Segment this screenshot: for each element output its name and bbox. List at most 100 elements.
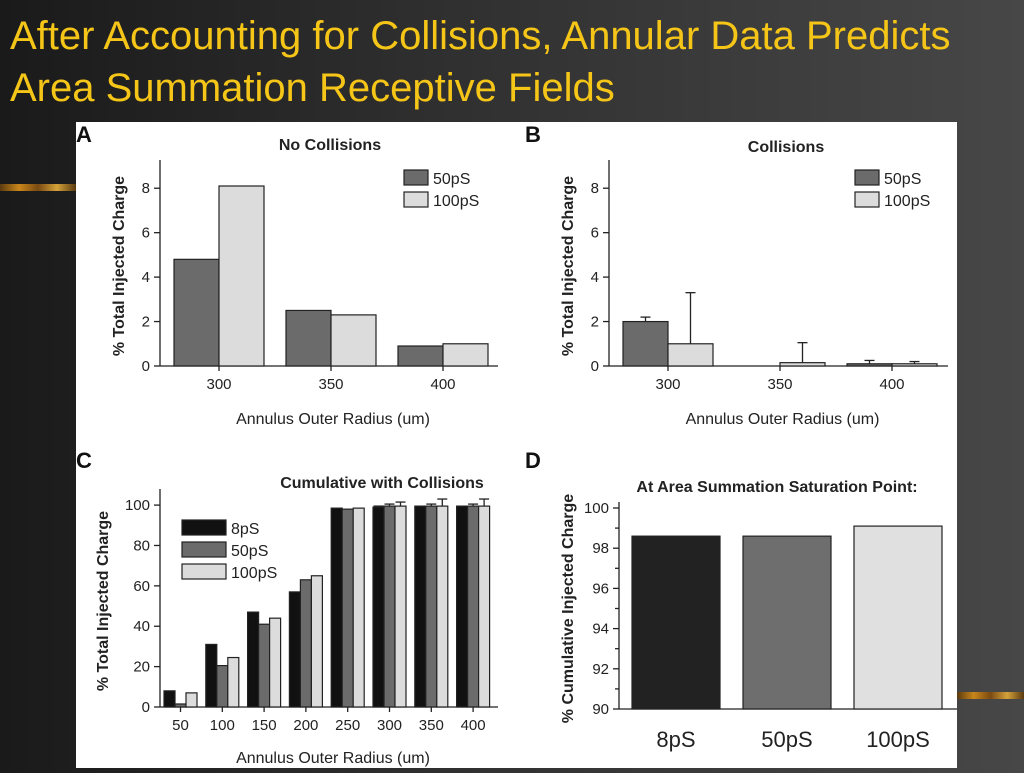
bar-c-8ps-400 xyxy=(456,505,469,708)
x-tick-label: 400 xyxy=(430,376,455,393)
panel-a-no-collisions: A No Collisions 0 2 4 6 8 % Total Injected Char… xyxy=(76,122,498,428)
x-tick-label: 8pS xyxy=(656,727,695,752)
y-tick-label: 0 xyxy=(142,358,150,375)
y-tick-label: 40 xyxy=(133,618,150,635)
y-tick-label: 4 xyxy=(142,269,150,286)
x-tick-label: 50 xyxy=(172,717,189,734)
x-tick-label: 350 xyxy=(767,376,792,393)
y-tick-label: 4 xyxy=(591,269,599,286)
y-axis-label: % Total Injected Charge xyxy=(95,511,112,691)
x-tick-label: 400 xyxy=(461,717,486,734)
y-tick-label: 60 xyxy=(133,578,150,595)
x-tick-label: 350 xyxy=(318,376,343,393)
panel-letter: D xyxy=(525,448,541,473)
bar-a-100ps-350 xyxy=(330,314,377,367)
decorative-stripe-left xyxy=(0,184,76,191)
bar-c-100ps-350 xyxy=(436,505,449,708)
legend-label-50ps: 50pS xyxy=(884,171,921,188)
bar-b-50ps-400 xyxy=(846,363,893,367)
y-tick-label: 2 xyxy=(142,314,150,331)
y-tick-label: 0 xyxy=(142,699,150,716)
slide-title: After Accounting for Collisions, Annular… xyxy=(10,14,951,110)
x-tick-label: 350 xyxy=(419,717,444,734)
y-tick-label: 92 xyxy=(592,661,609,678)
legend-label-50ps: 50pS xyxy=(433,171,470,188)
chart-title: No Collisions xyxy=(279,137,381,154)
x-tick-label: 150 xyxy=(252,717,277,734)
x-tick-label: 400 xyxy=(879,376,904,393)
bar-a-100ps-400 xyxy=(442,343,489,367)
panel-letter: B xyxy=(525,122,541,147)
bar-c-8ps-200 xyxy=(288,591,301,708)
legend-label-100ps: 100pS xyxy=(884,193,930,210)
legend-swatch-100ps xyxy=(854,191,880,208)
y-tick-label: 90 xyxy=(592,701,609,718)
bar-b-100ps-400 xyxy=(891,363,938,367)
x-tick-label: 300 xyxy=(206,376,231,393)
bar-c-8ps-250 xyxy=(330,507,343,708)
y-tick-label: 0 xyxy=(591,358,599,375)
legend-swatch-100ps xyxy=(181,563,227,580)
bar-a-50ps-300 xyxy=(173,258,220,367)
y-tick-label: 2 xyxy=(591,314,599,331)
bar-b-100ps-350 xyxy=(779,362,826,367)
bar-c-50ps-250 xyxy=(341,508,354,708)
bar-b-100ps-300 xyxy=(667,343,714,367)
bar-c-50ps-350 xyxy=(425,505,438,708)
bar-c-50ps-300 xyxy=(383,505,396,708)
panel-c-cumulative: C Cumulative with Collisions 0 20 40 60 80 100%… xyxy=(76,448,498,767)
chart-title: Cumulative with Collisions xyxy=(280,475,484,492)
y-tick-label: 6 xyxy=(142,225,150,242)
x-axis-label: Annulus Outer Radius (um) xyxy=(686,411,880,428)
chart-title: Collisions xyxy=(748,139,825,156)
x-tick-label: 200 xyxy=(293,717,318,734)
panel-letter: A xyxy=(76,122,92,147)
bar-c-50ps-150 xyxy=(258,623,271,708)
bar-c-50ps-100 xyxy=(216,665,229,708)
bar-a-50ps-400 xyxy=(397,345,444,367)
bar-c-100ps-150 xyxy=(269,617,282,708)
bar-c-50ps-50 xyxy=(174,703,187,708)
bar-c-50ps-200 xyxy=(299,579,312,708)
legend-swatch-50ps xyxy=(854,169,880,186)
legend-label-100ps: 100pS xyxy=(433,193,479,210)
bar-c-100ps-100 xyxy=(227,656,240,708)
x-axis-label: Annulus Outer Radius (um) xyxy=(236,411,430,428)
y-tick-label: 8 xyxy=(142,180,150,197)
chart-title: At Area Summation Saturation Point: xyxy=(636,479,917,496)
y-tick-label: 98 xyxy=(592,540,609,557)
x-axis-label: Annulus Outer Radius (um) xyxy=(236,750,430,767)
x-tick-label: 300 xyxy=(655,376,680,393)
figure-svg: A No Collisions 0 2 4 6 8 % Total Injected Char… xyxy=(76,122,957,767)
legend-swatch-100ps xyxy=(403,191,429,208)
legend-label-50ps: 50pS xyxy=(231,543,268,560)
bar-a-50ps-350 xyxy=(285,309,332,367)
panel-d-saturation: D At Area Summation Saturation Point: 90 92… xyxy=(525,448,957,752)
bar-c-8ps-100 xyxy=(205,643,218,708)
bar-c-100ps-400 xyxy=(478,505,491,708)
bar-d-8ps xyxy=(631,535,721,710)
panel-b-collisions: B Collisions 0 2 4 6 8 % Total Injected Charge A… xyxy=(525,122,948,428)
y-tick-label: 96 xyxy=(592,580,609,597)
y-axis-label: % Cumulative Injected Charge xyxy=(560,494,577,723)
x-tick-label: 100pS xyxy=(866,727,930,752)
y-tick-label: 94 xyxy=(592,621,609,638)
bar-b-50ps-300 xyxy=(622,320,669,367)
decorative-stripe-right xyxy=(957,692,1024,699)
legend-label-8ps: 8pS xyxy=(231,521,259,538)
legend-swatch-8ps xyxy=(181,519,227,536)
y-tick-label: 20 xyxy=(133,659,150,676)
x-tick-label: 250 xyxy=(335,717,360,734)
y-axis-label: % Total Injected Charge xyxy=(111,176,128,356)
bar-d-100ps xyxy=(853,525,943,710)
y-tick-label: 100 xyxy=(584,500,609,517)
y-tick-label: 80 xyxy=(133,537,150,554)
bar-c-8ps-150 xyxy=(247,611,260,708)
y-tick-label: 8 xyxy=(591,180,599,197)
panel-letter: C xyxy=(76,448,92,473)
x-tick-label: 300 xyxy=(377,717,402,734)
bar-c-100ps-200 xyxy=(310,575,323,708)
x-tick-label: 100 xyxy=(210,717,235,734)
x-tick-label: 50pS xyxy=(761,727,812,752)
bar-c-50ps-400 xyxy=(467,505,480,708)
